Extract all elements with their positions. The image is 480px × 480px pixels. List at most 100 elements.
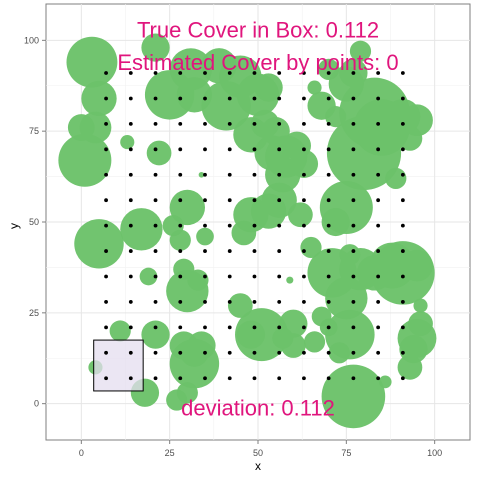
sample-point [252,122,257,126]
cover-circle [162,215,184,237]
sample-point [351,376,356,381]
sample-point [178,147,183,152]
sample-point [104,96,108,101]
sample-point [153,198,158,203]
sample-point [302,249,306,253]
sample-point [400,172,405,177]
cover-circle [319,180,373,234]
sample-point [203,249,207,253]
sample-point [400,71,405,75]
cover-circle [169,331,198,360]
sample-point [326,376,331,381]
annotations: True Cover in Box: 0.112 Estimated Cover… [117,17,398,420]
sample-point [178,96,183,101]
cover-circle [74,219,124,269]
sample-point [351,147,356,152]
cover-circle [286,276,294,284]
sample-box-layer [93,339,144,392]
sample-point [203,122,207,126]
sample-point [376,350,381,355]
sample-point [376,300,381,304]
sample-point [104,122,108,126]
x-tick-label: 25 [165,448,175,458]
sample-point [326,325,331,330]
axes: 0 25 50 75 100 0 25 50 75 100 [24,35,442,458]
sample-point [153,172,158,177]
sample-point [227,300,232,304]
cover-circle [109,320,131,342]
sample-point [326,71,331,75]
sample-point [203,325,207,330]
cover-circle [227,293,253,318]
sample-point [104,198,108,203]
sample-point [400,350,405,355]
x-tick-label: 75 [341,448,351,458]
sample-point [277,300,282,304]
sample-point [178,122,183,126]
sample-point [178,300,183,304]
cover-circle [141,320,170,349]
sample-point [203,300,207,304]
cover-circle [413,298,428,313]
cover-circle [397,126,423,151]
sample-point [252,223,257,228]
cover-circle [81,80,117,117]
cover-circles [58,33,437,429]
sample-point [178,325,183,330]
cover-circle [120,135,135,150]
x-tick-label: 100 [427,448,442,458]
sample-point [302,350,306,355]
sample-point [302,274,306,279]
sample-point [400,147,405,152]
sample-point [326,300,331,304]
sample-point [203,376,207,381]
sample-point [400,96,405,101]
cover-circle [198,171,205,178]
sample-point [252,198,257,203]
cover-circle [349,40,372,62]
sample-point [277,376,282,381]
sample-point [376,325,381,330]
sample-point [128,122,133,126]
sample-point [351,249,356,253]
sample-point [128,147,133,152]
sample-point [153,274,158,279]
sample-point [203,172,207,177]
sample-point [302,325,306,330]
sample-points [104,71,405,381]
sample-point [203,198,207,203]
sample-point [400,198,405,203]
sample-point [277,96,282,101]
sample-point [351,223,356,228]
sample-point [326,249,331,253]
sample-point [376,147,381,152]
sample-point [153,96,158,101]
sample-point [104,249,108,253]
sample-point [227,71,232,75]
y-tick-label: 0 [34,399,39,409]
sample-point [252,71,257,75]
sample-point [351,71,356,75]
cover-circle [79,111,112,144]
sample-box [93,339,144,392]
sample-point [104,376,108,381]
sample-point [128,172,133,177]
sample-point [302,96,306,101]
sample-point [252,350,257,355]
sample-point [227,325,232,330]
cover-circle [378,375,392,389]
sample-point [400,274,405,279]
cover-circle [169,189,205,226]
sample-point [351,350,356,355]
sample-point [128,223,133,228]
sample-point [400,249,405,253]
sample-point [227,376,232,381]
sample-point [302,71,306,75]
sample-point [104,71,108,75]
sample-point [400,122,405,126]
cover-circle [307,80,322,95]
sample-point [153,300,158,304]
cover-circle [66,36,118,88]
sample-point [104,147,108,152]
cover-circle [385,167,407,189]
